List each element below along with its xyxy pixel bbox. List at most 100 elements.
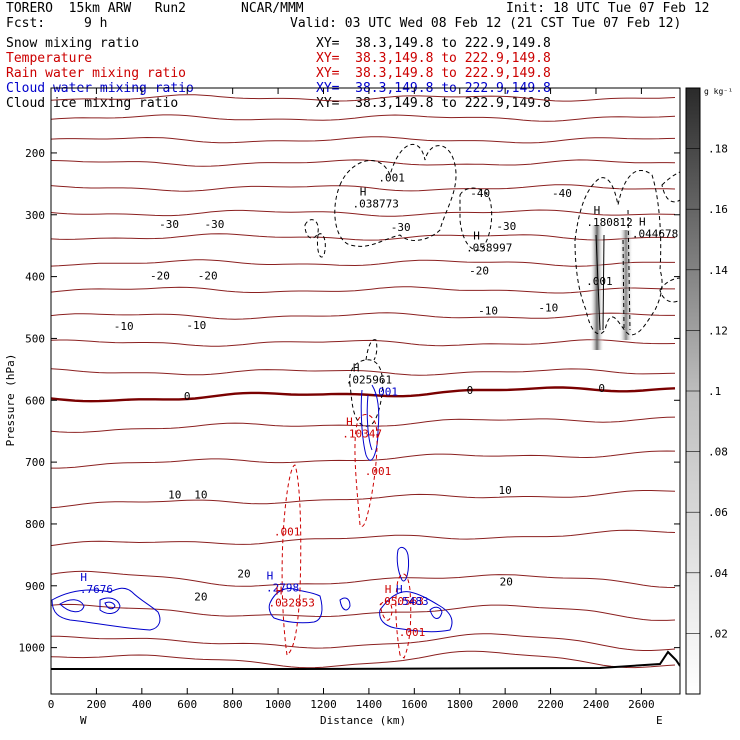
cloud-water-contour [59,599,85,613]
temperature-contour [51,529,676,547]
maximum-value-label: .050563 [378,595,424,608]
y-tick-label: 300 [25,209,45,222]
organization-label: NCAR/MMM [241,1,304,16]
cloud-ice-contour [659,277,680,303]
temperature-label: 20 [500,575,513,588]
maximum-value-label: .025961 [346,373,392,386]
x-tick-label: 1200 [310,698,337,711]
valid-time: Valid: 03 UTC Wed 08 Feb 12 (21 CST Tue … [290,16,682,31]
field-name-snow: Snow mixing ratio [6,36,140,51]
cloud-ice-contour [602,234,605,331]
rain-water-contour [379,600,393,621]
x-axis-label: Distance (km) [320,714,406,727]
temperature-contour [51,650,676,669]
field-xy-snow: XY= 38.3,149.8 to 222.9,149.8 [316,36,551,51]
field-xy-cloud-ice: XY= 38.3,149.8 to 222.9,149.8 [316,96,551,111]
temperature-contour [51,450,676,469]
maximum-value-label: .001 [378,172,405,185]
temperature-contour [51,368,676,376]
y-tick-label: 1000 [19,642,46,655]
temperature-contour [51,159,676,167]
temperature-label: 20 [237,567,250,580]
field-xy-temperature: XY= 38.3,149.8 to 222.9,149.8 [316,51,551,66]
maximum-marker: H [80,571,87,584]
maximum-value-label: .001 [372,386,399,399]
x-tick-label: 800 [223,698,243,711]
maximum-value-label: .001 [399,626,426,639]
colorbar-tick-label: .06 [708,506,728,519]
maximum-marker: H [639,215,646,228]
cloud-water-contour [104,601,116,610]
maximum-marker: H [346,416,353,429]
colorbar-tick-label: .04 [708,567,728,580]
field-xy-rain: XY= 38.3,149.8 to 222.9,149.8 [316,66,551,81]
cloud-water-contour [339,597,351,611]
x-tick-label: 200 [86,698,106,711]
y-tick-label: 400 [25,271,45,284]
cloud-ice-contour [574,170,663,336]
init-time: Init: 18 UTC Tue 07 Feb 12 [506,1,710,16]
maximum-value-label: .038773 [353,198,399,211]
freezing-level-contour [51,386,676,403]
terrain-line [51,650,680,670]
x-tick-label: 0 [48,698,55,711]
temperature-label: -40 [552,187,572,200]
temperature-label: -30 [205,218,225,231]
moisture-contours [51,143,680,659]
colorbar-tick-label: .08 [708,446,728,459]
temperature-label: -30 [496,220,516,233]
maximum-marker: H [353,361,360,374]
y-tick-label: 800 [25,518,45,531]
snow-contour [349,359,384,427]
temperature-label: 0 [467,384,474,397]
rain-water-contour [354,414,378,527]
east-endpoint: E [656,714,663,727]
maximum-marker: H [473,230,480,243]
cloud-ice-contour [595,234,601,331]
temperature-contour [51,114,676,122]
temperature-contour [51,94,676,102]
field-name-temperature: Temperature [6,51,93,66]
colorbar-tick-label: .1 [708,385,721,398]
forecast-label: Fcst: [6,16,46,31]
rain-water-contour [395,573,412,659]
temperature-label: -10 [538,302,558,315]
x-tick-label: 1600 [401,698,428,711]
west-endpoint: W [80,714,87,727]
y-tick-label: 200 [25,147,45,160]
maximum-marker: H [594,204,601,217]
temperature-contour [51,136,676,144]
temperature-contour [51,570,676,588]
temperature-contour [51,312,675,320]
cloud-water-contour [366,394,373,451]
temperature-label: -20 [469,264,489,277]
plot-frame [50,87,681,695]
temperature-contour [51,603,676,621]
maximum-marker: H [396,583,403,596]
temperature-label: -10 [478,305,498,318]
maximum-marker: H [276,584,283,597]
cloud-ice-contour [459,187,493,251]
cloud-water-contour [396,546,409,582]
y-tick-label: 500 [25,332,45,345]
cloud-ice-contour [304,219,319,239]
temperature-label: -30 [391,221,411,234]
colorbar-ticks: .02 .04 .06 .08 .1 .12 .14 .16 .18 [686,143,728,640]
colorbar-unit: g kg⁻¹ [704,87,733,96]
temperature-label: -10 [114,320,134,333]
temperature-label: -20 [198,269,218,282]
maximum-value-label: .7676 [80,583,113,596]
colorbar-tick-label: .18 [708,143,728,156]
cloud-water-contour [360,384,380,461]
y-axis-label: Pressure (hPa) [4,354,17,447]
cloud-water-contour [429,606,443,619]
rain-water-contour [281,464,302,656]
colorbar-tick-label: .02 [708,627,728,640]
y-tick-label: 900 [25,580,45,593]
maximum-value-label: .001 [586,275,613,288]
cloud-water-contour [268,588,323,624]
temperature-label: -20 [150,269,170,282]
axes: 0 200 400 600 800 1000 1200 1400 1600 1800 2000 220… [19,88,680,711]
